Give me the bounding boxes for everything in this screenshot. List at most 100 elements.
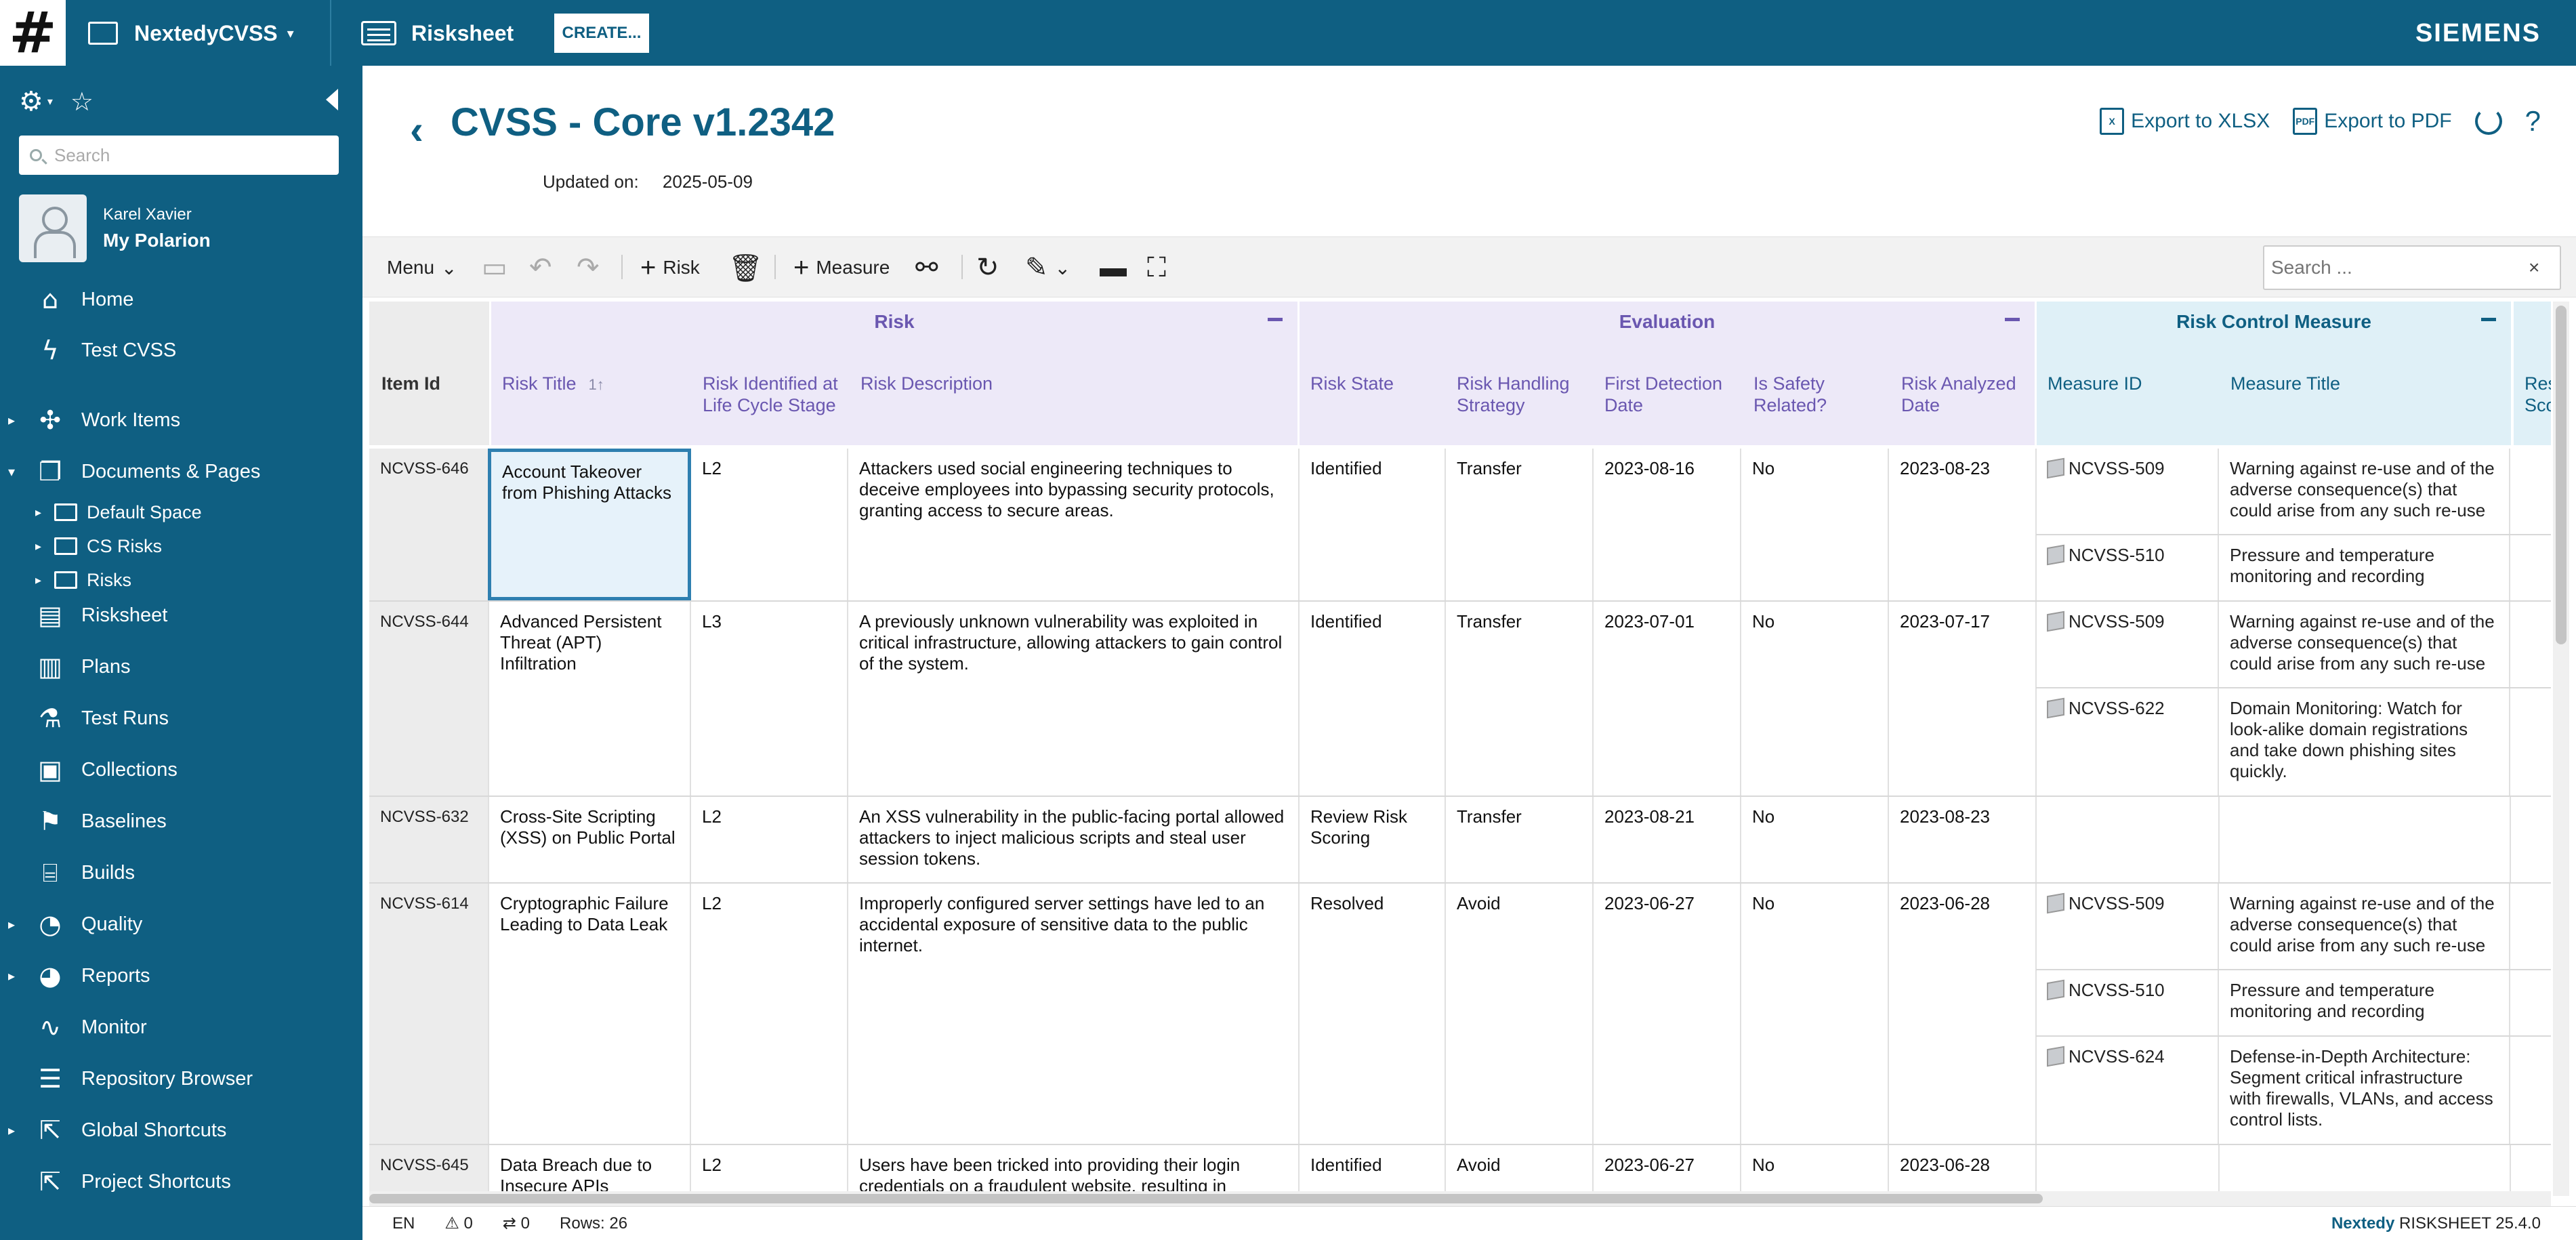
refresh-grid-button[interactable]: ↻ [976, 251, 999, 285]
measure-row[interactable]: NCVSS-624 Defense-in-Depth Architecture:… [2036, 1037, 2551, 1145]
measure-row[interactable]: NCVSS-509 Warning against re-use and of … [2036, 602, 2551, 688]
my-polarion-link[interactable]: My Polarion [103, 230, 211, 251]
language-indicator[interactable]: EN [392, 1214, 415, 1233]
header-measure-title[interactable]: Measure Title [2230, 373, 2341, 394]
sidebar-item-global-shortcuts[interactable]: ▸ ⇱ Global Shortcuts [0, 1107, 362, 1154]
expand-arrow-icon[interactable]: ▸ [35, 539, 42, 553]
warnings-indicator[interactable]: ⚠ 0 [444, 1214, 473, 1233]
cell-analyzed[interactable]: 2023-07-17 [1889, 602, 2037, 795]
cell-item-id[interactable]: NCVSS-644 [369, 602, 489, 795]
sidebar-item-monitor[interactable]: ∿ Monitor [0, 1004, 362, 1051]
cell-measure-title[interactable]: Warning against re-use and of the advers… [2219, 884, 2510, 969]
cell-analyzed[interactable]: 2023-06-28 [1889, 1145, 2037, 1196]
cell-measure-title[interactable] [2220, 797, 2511, 882]
cell-first-detection[interactable]: 2023-08-16 [1594, 449, 1741, 600]
delete-button[interactable]: 🗑 [728, 251, 763, 285]
expand-arrow-icon[interactable]: ▸ [8, 1123, 16, 1138]
sidebar-item-project-shortcuts[interactable]: ⇱ Project Shortcuts [0, 1158, 362, 1205]
sidebar-item-repository-browser[interactable]: ☰ Repository Browser [0, 1055, 362, 1102]
cell-safety[interactable]: No [1741, 602, 1889, 795]
cell-measure-title[interactable]: Defense-in-Depth Architecture: Segment c… [2219, 1037, 2510, 1144]
add-risk-button[interactable]: + Risk [640, 251, 700, 285]
cell-safety[interactable]: No [1741, 797, 1889, 882]
expand-arrow-icon[interactable]: ▸ [8, 917, 16, 932]
header-risk-state[interactable]: Risk State [1310, 373, 1394, 394]
help-icon[interactable]: ? [2525, 105, 2541, 137]
header-safety-related[interactable]: Is Safety Related? [1753, 373, 1827, 415]
comments-button[interactable]: ▬ [1100, 251, 1127, 285]
measure-row[interactable]: NCVSS-622 Domain Monitoring: Watch for l… [2036, 688, 2551, 797]
header-residual-score[interactable]: Res Sco [2525, 373, 2551, 415]
cell-measure-id[interactable]: NCVSS-509 [2036, 449, 2219, 534]
menu-button[interactable]: Menu ⌄ [387, 251, 457, 285]
table-row[interactable]: NCVSS-645 Data Breach due to Insecure AP… [369, 1145, 2551, 1196]
header-risk-title[interactable]: Risk Title [502, 373, 685, 396]
cell-measure-id[interactable]: NCVSS-510 [2036, 970, 2219, 1035]
cell-first-detection[interactable]: 2023-08-21 [1594, 797, 1741, 882]
cell-first-detection[interactable]: 2023-06-27 [1594, 884, 1741, 1144]
unlink-button[interactable]: ⚯ [915, 251, 938, 285]
measure-row[interactable]: NCVSS-510 Pressure and temperature monit… [2036, 970, 2551, 1037]
cell-handling[interactable]: Avoid [1446, 884, 1594, 1144]
expand-arrow-icon[interactable]: ▸ [35, 505, 42, 519]
sidebar-item-plans[interactable]: ▥ Plans [0, 643, 362, 690]
table-row[interactable]: NCVSS-632 Cross-Site Scripting (XSS) on … [369, 797, 2551, 884]
sidebar-item-home[interactable]: ⌂ Home [0, 276, 362, 323]
header-risk-stage[interactable]: Risk Identified at Life Cycle Stage [703, 373, 838, 415]
grid-search[interactable]: × [2263, 245, 2561, 290]
add-measure-button[interactable]: + Measure [793, 251, 890, 285]
cell-risk-state[interactable]: Resolved [1300, 884, 1446, 1144]
sidebar-item-test-runs[interactable]: ⚗ Test Runs [0, 695, 362, 742]
measure-row[interactable]: NCVSS-510 Pressure and temperature monit… [2036, 535, 2551, 602]
cell-measure-id[interactable]: NCVSS-624 [2036, 1037, 2219, 1144]
links-indicator[interactable]: ⇄ 0 [502, 1214, 531, 1233]
cell-risk-stage[interactable]: L2 [691, 449, 848, 600]
cell-measure-id[interactable]: NCVSS-509 [2036, 884, 2219, 969]
expand-arrow-icon[interactable]: ▸ [8, 413, 16, 428]
scroll-thumb[interactable] [2556, 306, 2567, 644]
review-button[interactable]: ✎ ⌄ [1025, 251, 1071, 285]
cell-risk-description[interactable]: Improperly configured server settings ha… [848, 884, 1300, 1144]
expand-arrow-icon[interactable]: ▸ [8, 968, 16, 984]
back-chevron-icon[interactable]: ‹ [410, 107, 423, 152]
cell-risk-stage[interactable]: L2 [691, 884, 848, 1144]
cell-risk-description[interactable]: Users have been tricked into providing t… [848, 1145, 1300, 1196]
cell-analyzed[interactable]: 2023-08-23 [1889, 797, 2037, 882]
cell-risk-state[interactable]: Identified [1300, 602, 1446, 795]
sidebar-item-work-items[interactable]: ▸ ✣ Work Items [0, 396, 362, 444]
cell-risk-title[interactable]: Cryptographic Failure Leading to Data Le… [489, 884, 691, 1144]
sidebar-item-test-cvss[interactable]: ϟ Test CVSS [0, 327, 362, 374]
sidebar-subitem-cs-risks[interactable]: ▸ CS Risks [0, 529, 362, 563]
cell-item-id[interactable]: NCVSS-632 [369, 797, 489, 882]
cell-measure-id[interactable]: NCVSS-622 [2036, 688, 2219, 795]
cell-risk-state[interactable]: Review Risk Scoring [1300, 797, 1446, 882]
cell-risk-state[interactable]: Identified [1300, 449, 1446, 600]
cell-measure-id[interactable]: NCVSS-510 [2036, 535, 2219, 600]
sidebar-item-documents[interactable]: ▾ ❐ Documents & Pages [0, 448, 362, 495]
sidebar-subitem-default-space[interactable]: ▸ Default Space [0, 495, 362, 529]
cell-measure-id[interactable] [2037, 797, 2220, 882]
cell-risk-stage[interactable]: L2 [691, 1145, 848, 1196]
cell-handling[interactable]: Transfer [1446, 797, 1594, 882]
header-first-detection[interactable]: First Detection Date [1604, 373, 1723, 415]
vertical-scrollbar[interactable] [2553, 302, 2569, 1196]
header-risk-description[interactable]: Risk Description [860, 373, 993, 394]
cell-item-id[interactable]: NCVSS-645 [369, 1145, 489, 1196]
cell-handling[interactable]: Transfer [1446, 449, 1594, 600]
create-button[interactable]: CREATE... [554, 14, 649, 53]
table-row[interactable]: NCVSS-646 Account Takeover from Phishing… [369, 449, 2551, 602]
cell-analyzed[interactable]: 2023-06-28 [1889, 884, 2037, 1144]
cell-measure-title[interactable]: Pressure and temperature monitoring and … [2219, 535, 2510, 600]
grid-search-input[interactable] [2271, 257, 2529, 278]
cell-measure-title[interactable]: Pressure and temperature monitoring and … [2219, 970, 2510, 1035]
header-handling-strategy[interactable]: Risk Handling Strategy [1457, 373, 1570, 415]
cell-measure-title[interactable]: Domain Monitoring: Watch for look-alike … [2219, 688, 2510, 795]
sidebar-item-risksheet[interactable]: ▤ Risksheet [0, 592, 362, 639]
cell-risk-description[interactable]: Attackers used social engineering techni… [848, 449, 1300, 600]
cell-risk-stage[interactable]: L2 [691, 797, 848, 882]
sidebar-subitem-risks[interactable]: ▸ Risks [0, 563, 362, 597]
polarion-logo[interactable]: # [0, 0, 66, 66]
header-analyzed-date[interactable]: Risk Analyzed Date [1901, 373, 2016, 415]
sidebar-item-builds[interactable]: ⌸ Builds [0, 849, 362, 896]
cell-item-id[interactable]: NCVSS-646 [369, 449, 489, 600]
